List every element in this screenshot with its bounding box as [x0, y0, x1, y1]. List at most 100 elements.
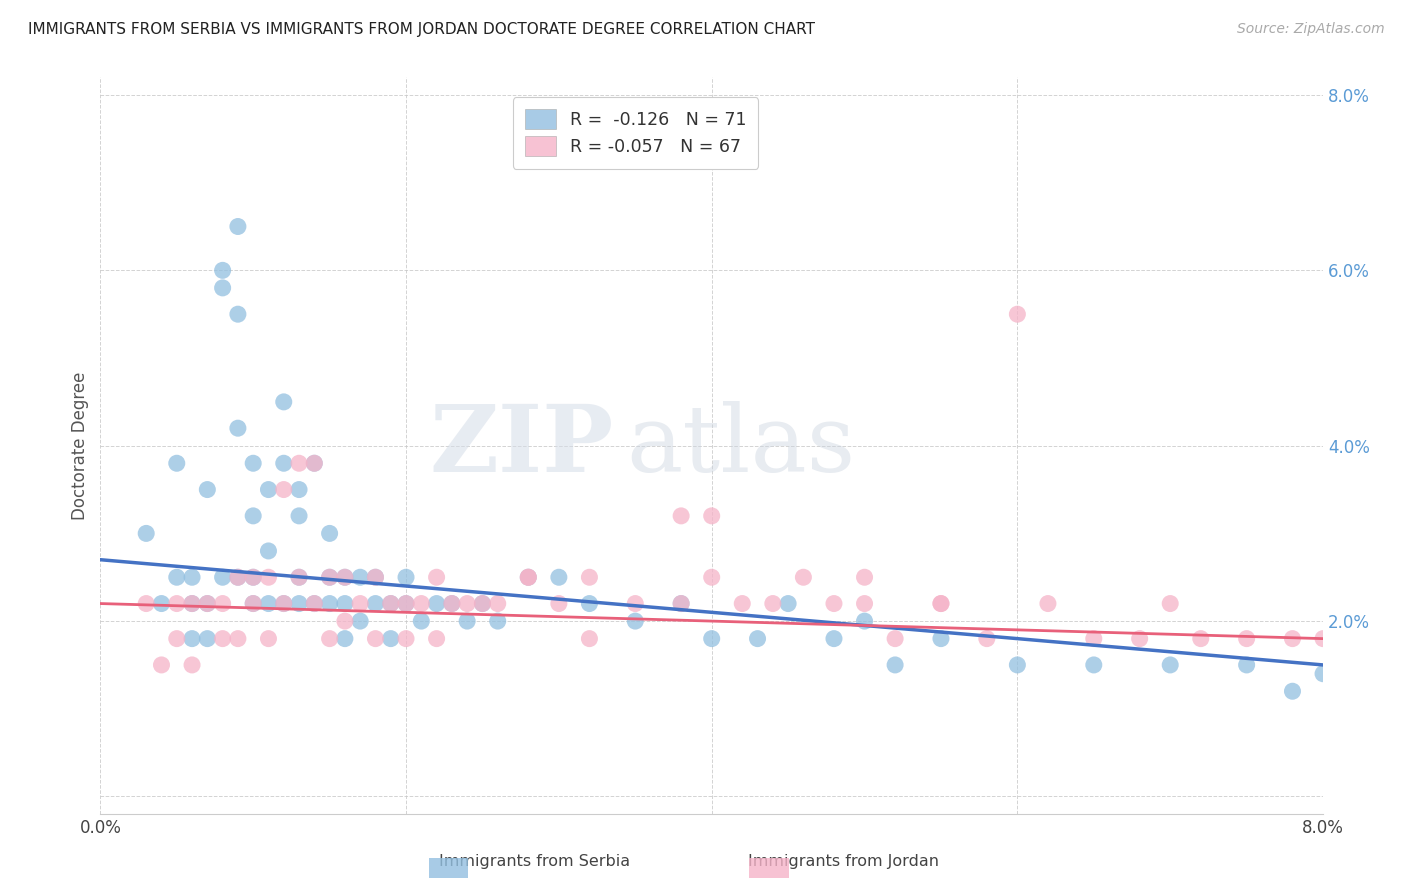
- Point: [242, 456, 264, 470]
- Point: [181, 570, 204, 584]
- Point: [195, 483, 218, 497]
- Point: [1036, 597, 1059, 611]
- Point: [304, 597, 326, 611]
- Point: [762, 597, 785, 611]
- Point: [823, 632, 845, 646]
- Point: [273, 456, 295, 470]
- Point: [1281, 684, 1303, 698]
- Point: [456, 597, 478, 611]
- Point: [150, 657, 173, 672]
- Point: [823, 597, 845, 611]
- Point: [318, 570, 340, 584]
- Point: [456, 614, 478, 628]
- Point: [1281, 632, 1303, 646]
- Point: [257, 632, 280, 646]
- Point: [929, 597, 952, 611]
- Point: [211, 632, 233, 646]
- Text: IMMIGRANTS FROM SERBIA VS IMMIGRANTS FROM JORDAN DOCTORATE DEGREE CORRELATION CH: IMMIGRANTS FROM SERBIA VS IMMIGRANTS FRO…: [28, 22, 815, 37]
- Point: [166, 597, 188, 611]
- Point: [304, 597, 326, 611]
- Point: [273, 395, 295, 409]
- Point: [181, 657, 204, 672]
- Text: Immigrants from Serbia: Immigrants from Serbia: [439, 854, 630, 869]
- Point: [440, 597, 463, 611]
- Point: [395, 632, 418, 646]
- Point: [273, 483, 295, 497]
- Point: [135, 597, 157, 611]
- Point: [181, 597, 204, 611]
- Point: [1007, 307, 1029, 321]
- Point: [792, 570, 814, 584]
- Point: [226, 632, 249, 646]
- Point: [257, 483, 280, 497]
- Point: [211, 570, 233, 584]
- Point: [273, 597, 295, 611]
- Point: [1189, 632, 1212, 646]
- Point: [349, 597, 371, 611]
- Point: [547, 570, 569, 584]
- Point: [976, 632, 998, 646]
- Point: [486, 597, 509, 611]
- Point: [242, 597, 264, 611]
- Point: [517, 570, 540, 584]
- Point: [778, 597, 800, 611]
- Point: [853, 570, 876, 584]
- Point: [1007, 657, 1029, 672]
- Point: [288, 508, 311, 523]
- Point: [181, 597, 204, 611]
- Point: [426, 597, 449, 611]
- Point: [333, 570, 356, 584]
- Point: [426, 570, 449, 584]
- Point: [333, 632, 356, 646]
- Point: [517, 570, 540, 584]
- Point: [242, 570, 264, 584]
- Point: [166, 632, 188, 646]
- Point: [395, 570, 418, 584]
- Text: Source: ZipAtlas.com: Source: ZipAtlas.com: [1237, 22, 1385, 37]
- Point: [226, 219, 249, 234]
- Point: [257, 597, 280, 611]
- Point: [884, 632, 907, 646]
- Point: [471, 597, 494, 611]
- Point: [333, 614, 356, 628]
- Point: [440, 597, 463, 611]
- Point: [333, 597, 356, 611]
- Point: [288, 570, 311, 584]
- Point: [257, 544, 280, 558]
- Point: [884, 657, 907, 672]
- Point: [747, 632, 769, 646]
- Legend: R =  -0.126   N = 71, R = -0.057   N = 67: R = -0.126 N = 71, R = -0.057 N = 67: [513, 97, 758, 169]
- Point: [304, 456, 326, 470]
- Point: [318, 632, 340, 646]
- Point: [364, 570, 387, 584]
- Point: [700, 508, 723, 523]
- Point: [624, 614, 647, 628]
- Point: [1083, 632, 1105, 646]
- Point: [1312, 666, 1334, 681]
- Point: [929, 597, 952, 611]
- Point: [166, 570, 188, 584]
- Point: [226, 570, 249, 584]
- Point: [211, 263, 233, 277]
- Point: [257, 570, 280, 584]
- Point: [242, 570, 264, 584]
- Point: [364, 570, 387, 584]
- Point: [166, 456, 188, 470]
- Point: [242, 597, 264, 611]
- Point: [288, 456, 311, 470]
- Point: [273, 597, 295, 611]
- Point: [349, 614, 371, 628]
- Point: [304, 456, 326, 470]
- Point: [349, 570, 371, 584]
- Point: [395, 597, 418, 611]
- Point: [411, 614, 433, 628]
- Point: [364, 632, 387, 646]
- Point: [211, 597, 233, 611]
- Point: [380, 632, 402, 646]
- Point: [380, 597, 402, 611]
- Point: [411, 597, 433, 611]
- Point: [471, 597, 494, 611]
- Point: [288, 483, 311, 497]
- Point: [929, 632, 952, 646]
- Point: [517, 570, 540, 584]
